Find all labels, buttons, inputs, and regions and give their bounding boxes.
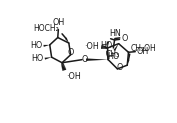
Text: ·OH: ·OH	[66, 72, 81, 81]
Text: O: O	[121, 34, 128, 43]
Text: ·OH: ·OH	[84, 42, 99, 51]
Polygon shape	[65, 38, 69, 43]
Text: HOCH₂: HOCH₂	[33, 24, 59, 33]
Text: OH: OH	[53, 18, 65, 27]
Polygon shape	[43, 45, 50, 47]
Text: HO: HO	[30, 41, 42, 50]
Polygon shape	[127, 59, 130, 65]
Text: O: O	[81, 54, 87, 64]
Text: HO: HO	[31, 54, 43, 63]
Polygon shape	[45, 57, 52, 60]
Text: O: O	[68, 48, 74, 57]
Text: HO: HO	[107, 52, 119, 61]
Text: CH₃: CH₃	[106, 50, 120, 59]
Polygon shape	[107, 42, 109, 48]
Text: HN: HN	[109, 30, 121, 38]
Polygon shape	[113, 44, 119, 51]
Text: CH₂OH: CH₂OH	[130, 44, 156, 53]
Text: OH: OH	[137, 47, 149, 56]
Text: O: O	[116, 63, 122, 72]
Text: HO: HO	[100, 41, 112, 50]
Polygon shape	[86, 58, 108, 61]
